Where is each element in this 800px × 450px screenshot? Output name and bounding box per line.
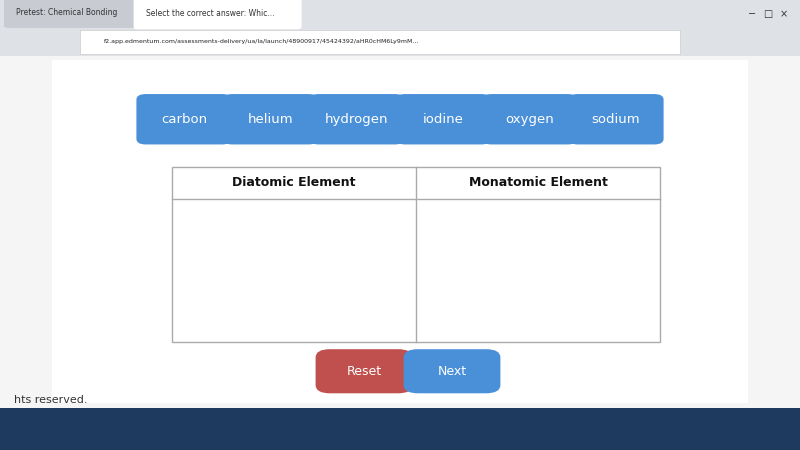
Text: sodium: sodium: [592, 113, 640, 126]
Text: −: −: [748, 9, 756, 19]
FancyBboxPatch shape: [482, 94, 578, 144]
FancyBboxPatch shape: [395, 94, 490, 144]
Text: helium: helium: [247, 113, 294, 126]
Text: iodine: iodine: [422, 113, 464, 126]
FancyBboxPatch shape: [80, 30, 680, 54]
FancyBboxPatch shape: [309, 94, 404, 144]
Text: hydrogen: hydrogen: [325, 113, 389, 126]
FancyBboxPatch shape: [0, 408, 800, 450]
FancyBboxPatch shape: [568, 94, 664, 144]
Text: Next: Next: [438, 365, 466, 378]
Text: ×: ×: [780, 9, 788, 19]
FancyBboxPatch shape: [4, 0, 140, 28]
Text: Pretest: Chemical Bonding: Pretest: Chemical Bonding: [16, 9, 118, 18]
Text: f2.app.edmentum.com/assessments-delivery/ua/la/launch/48900917/45424392/aHR0cHM6: f2.app.edmentum.com/assessments-delivery…: [104, 39, 419, 45]
FancyBboxPatch shape: [0, 56, 800, 408]
FancyBboxPatch shape: [0, 28, 800, 56]
FancyBboxPatch shape: [0, 0, 800, 28]
Text: Select the correct answer: Whic...: Select the correct answer: Whic...: [146, 9, 274, 18]
FancyBboxPatch shape: [136, 94, 232, 144]
Text: hts reserved.: hts reserved.: [14, 395, 88, 405]
Text: carbon: carbon: [161, 113, 207, 126]
FancyBboxPatch shape: [222, 94, 318, 144]
FancyBboxPatch shape: [172, 166, 660, 342]
Text: Monatomic Element: Monatomic Element: [469, 176, 607, 189]
FancyBboxPatch shape: [315, 349, 413, 393]
FancyBboxPatch shape: [52, 60, 748, 403]
FancyBboxPatch shape: [403, 349, 501, 393]
FancyBboxPatch shape: [134, 0, 302, 29]
Text: Reset: Reset: [346, 365, 382, 378]
Text: Diatomic Element: Diatomic Element: [232, 176, 356, 189]
Text: oxygen: oxygen: [506, 113, 554, 126]
Text: □: □: [763, 9, 773, 19]
